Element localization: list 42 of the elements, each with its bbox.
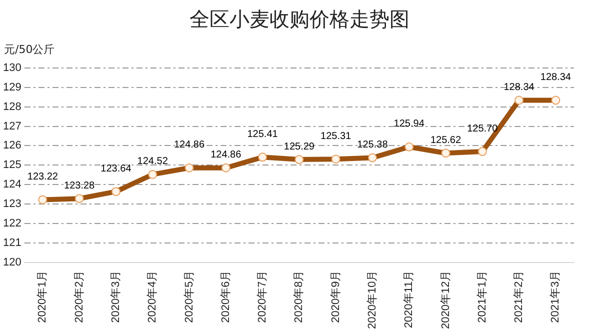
text: 123.22 xyxy=(27,171,58,182)
text: 125.94 xyxy=(394,118,424,130)
text: 123.28 xyxy=(64,180,95,192)
text: 124.86 xyxy=(174,140,205,151)
x-tick-label: 2021年1月 xyxy=(476,270,488,323)
x-tick-label: 2020年11月 xyxy=(403,270,416,328)
x-tick-label: 2020年3月 xyxy=(110,270,122,323)
y-axis-title: 元/50公斤 xyxy=(4,42,55,57)
y-tick-label: 128 xyxy=(2,100,22,113)
text: 125.31 xyxy=(320,130,352,142)
x-tick-label: 2020年2月 xyxy=(73,270,86,323)
text: 124.52 xyxy=(137,156,168,168)
x-tick-label: 2021年2月 xyxy=(513,270,526,323)
text: 128.34 xyxy=(504,82,534,94)
x-tick-label: 2020年5月 xyxy=(183,270,196,323)
x-tick-label: 2020年9月 xyxy=(330,270,342,323)
text: 125.41 xyxy=(247,128,278,140)
y-tick-label: 124 xyxy=(2,178,22,191)
text: 125.38 xyxy=(357,140,388,151)
text: 124.86 xyxy=(210,150,242,161)
y-tick-label: 126 xyxy=(2,140,22,152)
x-tick-label: 2020年12月 xyxy=(440,270,452,330)
text: 128.34 xyxy=(540,72,571,84)
y-tick-label: 123 xyxy=(2,198,22,210)
y-tick-label: 121 xyxy=(2,236,22,249)
text: 125.29 xyxy=(284,141,314,152)
text: 123.64 xyxy=(100,163,132,174)
x-tick-label: 2020年1月 xyxy=(36,270,49,323)
x-tick-label: 2021年3月 xyxy=(550,270,562,323)
x-tick-label: 2020年8月 xyxy=(293,270,306,323)
y-tick-label: 120 xyxy=(2,256,22,268)
y-tick-label: 125 xyxy=(2,159,22,172)
text: 125.62 xyxy=(430,134,462,146)
x-tick-label: 2020年6月 xyxy=(220,270,232,323)
x-tick-label: 2020年7月 xyxy=(256,270,269,323)
y-tick-label: 122 xyxy=(2,217,22,230)
x-tick-label: 2020年4月 xyxy=(146,270,159,323)
y-tick-label: 127 xyxy=(2,120,22,132)
x-tick-label: 2020年10月 xyxy=(366,270,378,330)
y-tick-label: 129 xyxy=(2,81,22,94)
y-tick-label: 130 xyxy=(2,62,22,74)
chart-title: 全区小麦收购价格走势图 xyxy=(188,6,410,33)
